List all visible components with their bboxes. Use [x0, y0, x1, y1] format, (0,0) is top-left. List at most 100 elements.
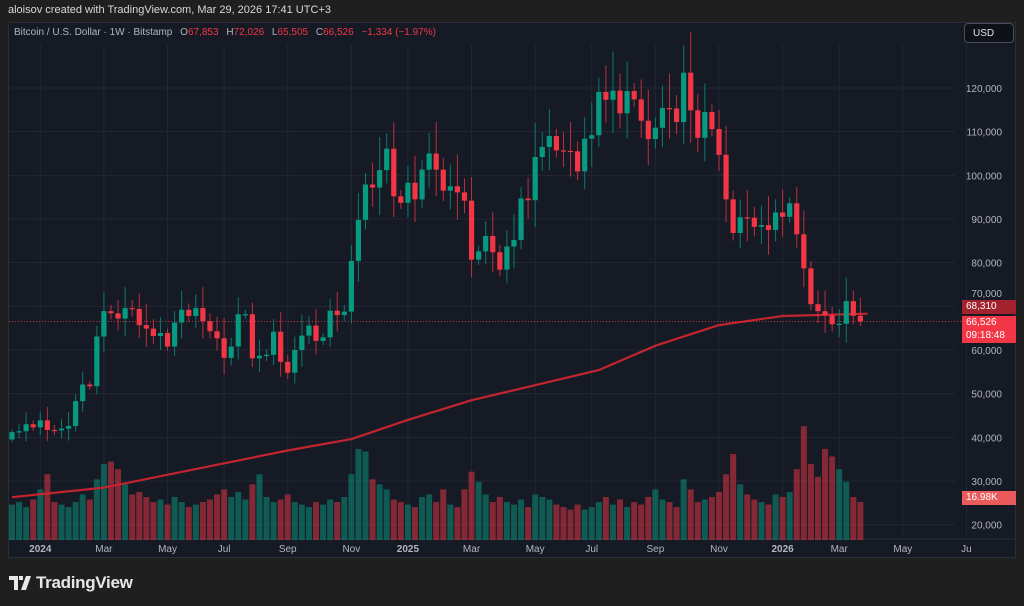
candle-body	[787, 203, 793, 217]
candle-body	[51, 429, 58, 432]
candle-body	[398, 196, 404, 203]
volume-bar	[221, 489, 228, 540]
price-axis-label: 20,000	[971, 521, 1002, 532]
volume-bar	[214, 494, 221, 540]
volume-bar	[23, 507, 30, 540]
chart-panel[interactable]	[8, 22, 1016, 558]
volume-bar	[397, 502, 404, 540]
volume-bar	[737, 484, 744, 540]
candle-body	[306, 325, 312, 336]
volume-bar	[829, 456, 836, 540]
volume-bar	[546, 499, 553, 540]
candle-body	[638, 99, 644, 121]
candle-body	[143, 325, 149, 329]
volume-bar	[510, 504, 517, 540]
currency-button[interactable]: USD	[964, 23, 1014, 43]
volume-bar	[807, 464, 814, 540]
volume-bar	[171, 496, 178, 540]
candle-body	[681, 72, 687, 123]
change-value: −1,334 (−1.97%)	[361, 27, 436, 38]
volume-bar	[496, 496, 503, 540]
volume-bar	[341, 496, 348, 540]
candle-body	[419, 169, 425, 200]
candle-body	[108, 311, 114, 314]
candle-body	[207, 321, 213, 332]
candle-body	[94, 336, 100, 387]
candle-body	[58, 428, 65, 431]
candle-body	[539, 146, 545, 157]
volume-bar	[765, 504, 772, 540]
candle-body	[447, 186, 453, 191]
volume-bar	[305, 507, 312, 540]
high-value: 72,026	[233, 27, 265, 38]
candle-body	[129, 308, 135, 310]
volume-bar	[376, 484, 383, 540]
volume-bar	[178, 502, 185, 540]
candle-body	[87, 384, 93, 387]
candle-body	[624, 91, 630, 114]
time-axis-label: Nov	[342, 544, 360, 555]
volume-bar	[659, 499, 666, 540]
price-axis-label: 120,000	[966, 84, 1003, 95]
candle-body	[645, 120, 651, 140]
time-axis-label: May	[158, 544, 177, 555]
chart-credit: aloisov created with TradingView.com, Ma…	[8, 4, 331, 16]
volume-bar	[320, 504, 327, 540]
last-price-tag: 66,526 09:18:48	[962, 316, 1016, 343]
volume-bar	[567, 509, 574, 540]
candle-body	[200, 308, 206, 322]
volume-bar	[751, 499, 758, 540]
candle-body	[730, 199, 736, 233]
volume-bar	[609, 504, 616, 540]
candle-body	[433, 153, 439, 170]
volume-bar	[37, 489, 44, 540]
volume-bar	[9, 504, 15, 540]
volume-bar	[652, 489, 659, 540]
time-axis-label: May	[893, 544, 912, 555]
volume-bar	[850, 497, 857, 540]
candle-body	[179, 309, 185, 323]
volume-bar	[588, 507, 595, 540]
candle-body	[850, 301, 856, 316]
volume-bar	[475, 481, 482, 540]
volume-bar	[362, 451, 369, 540]
candle-body	[808, 268, 814, 305]
volume-bar	[694, 502, 701, 540]
time-axis-label: 2024	[29, 544, 52, 555]
time-axis-label: May	[526, 544, 545, 555]
candle-body	[829, 315, 835, 325]
candle-body	[610, 90, 616, 100]
candle-body	[235, 314, 241, 347]
candle-body	[426, 153, 432, 170]
volume-bar	[525, 507, 532, 540]
candle-body	[744, 217, 750, 219]
volume-bar	[313, 502, 320, 540]
candle-body	[327, 310, 333, 338]
volume-bar	[122, 484, 129, 540]
candle-body	[101, 311, 107, 337]
volume-bar	[758, 502, 765, 540]
candle-body	[758, 225, 765, 227]
candle-body	[772, 212, 779, 230]
candle-body	[285, 361, 291, 373]
candle-body	[695, 110, 701, 138]
candle-body	[384, 148, 390, 171]
volume-bar	[30, 499, 37, 540]
volume-bar	[242, 499, 249, 540]
volume-bar	[433, 502, 440, 540]
candle-body	[440, 169, 446, 191]
bar-countdown: 09:18:48	[966, 330, 1005, 341]
tradingview-logo[interactable]: TradingView	[9, 573, 133, 593]
volume-bar	[489, 502, 496, 540]
price-axis-label: 90,000	[971, 215, 1002, 226]
volume-bar	[143, 496, 150, 540]
volume-bar	[532, 494, 539, 540]
candle-body	[157, 332, 164, 337]
candle-body	[468, 200, 475, 260]
candle-body	[299, 335, 305, 351]
symbol-title: Bitcoin / U.S. Dollar · 1W · Bitstamp	[14, 27, 173, 38]
candle-body	[504, 246, 510, 270]
candle-body	[575, 151, 581, 172]
volume-bar	[553, 504, 560, 540]
